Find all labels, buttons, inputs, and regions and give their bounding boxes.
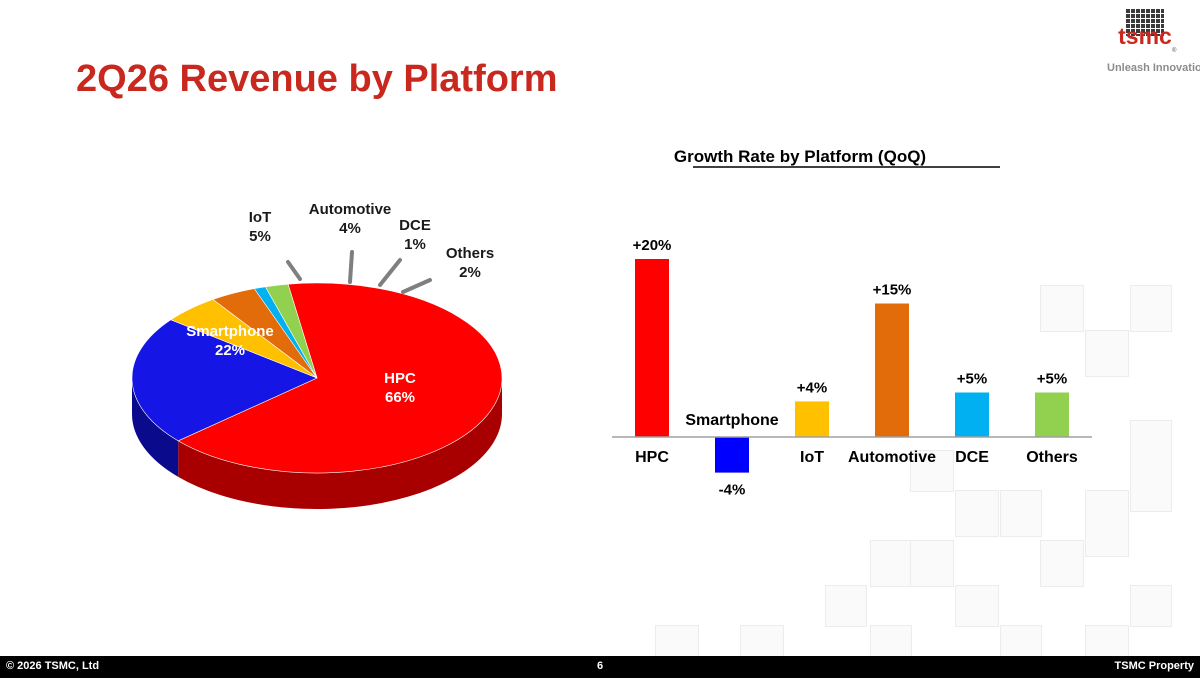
pie-value-automotive: 4% bbox=[339, 220, 361, 237]
bar-category-iot: IoT bbox=[800, 449, 824, 466]
pie-leader-automotive bbox=[348, 250, 354, 284]
tsmc-logo: tsmc ® bbox=[1096, 4, 1200, 76]
background-tile bbox=[825, 585, 867, 627]
bar-value-automotive: +15% bbox=[873, 282, 912, 299]
background-tile bbox=[955, 585, 999, 627]
background-tile bbox=[870, 625, 912, 657]
bar-value-others: +5% bbox=[1037, 371, 1067, 388]
background-tile bbox=[655, 625, 699, 657]
revenue-pie-chart: HPC 66% Smartphone 22% IoT 5% Automotive 4% DCE 1… bbox=[131, 201, 503, 509]
background-tile bbox=[1130, 285, 1172, 332]
background-tile bbox=[1040, 285, 1084, 332]
footer-copyright: © 2026 TSMC, Ltd bbox=[6, 660, 100, 672]
background-tile bbox=[910, 450, 954, 492]
tagline: Unleash Innovation bbox=[1107, 62, 1200, 74]
footer-property: TSMC Property bbox=[1114, 660, 1194, 672]
pie-label-smartphone: Smartphone bbox=[186, 323, 274, 340]
background-tile bbox=[1000, 490, 1042, 537]
pie-leader-others bbox=[401, 278, 432, 294]
logo-registered-mark: ® bbox=[1172, 47, 1177, 54]
background-tile bbox=[1000, 625, 1042, 657]
bar-value-smartphone: -4% bbox=[719, 482, 746, 499]
bar-dce bbox=[955, 392, 989, 437]
pie-leader-iot bbox=[286, 260, 302, 281]
pie-leader-dce bbox=[378, 258, 402, 287]
logo-wordmark: tsmc bbox=[1118, 23, 1172, 49]
background-tile bbox=[1130, 585, 1172, 627]
growth-bar-chart: Growth Rate by Platform (QoQ) +20% HPC -4%… bbox=[612, 147, 1092, 499]
background-tile bbox=[955, 490, 999, 537]
bar-hpc bbox=[635, 259, 669, 437]
background-tile bbox=[870, 540, 912, 587]
pie-value-iot: 5% bbox=[249, 228, 271, 245]
bar-automotive bbox=[875, 303, 909, 437]
slide-title: 2Q26 Revenue by Platform bbox=[76, 58, 558, 100]
background-tile bbox=[1085, 625, 1129, 657]
bar-category-others: Others bbox=[1026, 449, 1078, 466]
pie-value-smartphone: 22% bbox=[215, 342, 245, 359]
pie-label-dce: DCE bbox=[399, 217, 431, 234]
bar-smartphone bbox=[715, 437, 749, 473]
footer-bar: © 2026 TSMC, Ltd 6 TSMC Property bbox=[0, 656, 1200, 678]
bar-iot bbox=[795, 401, 829, 437]
background-tile bbox=[1085, 490, 1129, 557]
background-tile bbox=[1085, 330, 1129, 377]
pie-slice-smartphone bbox=[131, 319, 318, 442]
pie-label-others: Others bbox=[446, 245, 494, 262]
background-tile bbox=[740, 625, 784, 657]
pie-value-dce: 1% bbox=[404, 236, 426, 253]
bar-category-automotive: Automotive bbox=[848, 449, 936, 466]
bar-category-hpc: HPC bbox=[635, 449, 669, 466]
background-tile bbox=[910, 540, 954, 587]
pie-slice-hpc bbox=[177, 282, 503, 474]
pie-side-smartphone bbox=[132, 378, 179, 477]
background-tile bbox=[1040, 540, 1084, 587]
background-tile bbox=[1130, 420, 1172, 512]
pie-label-iot: IoT bbox=[249, 209, 272, 226]
bar-chart-title: Growth Rate by Platform (QoQ) bbox=[674, 147, 926, 166]
page-number: 6 bbox=[597, 660, 604, 672]
tsmc-logo-icon: tsmc ® bbox=[1118, 8, 1177, 54]
pie-side-hpc bbox=[178, 378, 502, 509]
bar-value-hpc: +20% bbox=[633, 237, 672, 254]
pie-value-hpc: 66% bbox=[385, 389, 415, 406]
pie-slice-others bbox=[264, 283, 318, 379]
bar-category-smartphone: Smartphone bbox=[685, 412, 778, 429]
pie-value-others: 2% bbox=[459, 264, 481, 281]
bar-value-dce: +5% bbox=[957, 371, 987, 388]
bar-category-dce: DCE bbox=[955, 449, 989, 466]
bar-value-iot: +4% bbox=[797, 379, 827, 396]
pie-label-hpc: HPC bbox=[384, 370, 416, 387]
pie-label-automotive: Automotive bbox=[309, 201, 392, 218]
bar-others bbox=[1035, 392, 1069, 437]
